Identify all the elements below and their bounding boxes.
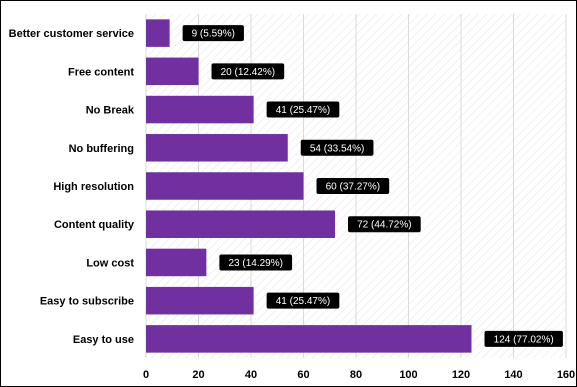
data-label-text: 9 (5.59%) bbox=[192, 29, 235, 40]
data-label: 9 (5.59%) bbox=[182, 25, 244, 42]
x-tick-label: 100 bbox=[399, 369, 417, 381]
data-label-box bbox=[182, 25, 244, 42]
data-label-text: 23 (14.29%) bbox=[228, 258, 282, 269]
bar bbox=[146, 172, 304, 200]
data-label: 23 (14.29%) bbox=[219, 254, 293, 271]
data-label-box bbox=[211, 63, 285, 80]
data-label-text: 41 (25.47%) bbox=[276, 105, 330, 116]
bars bbox=[146, 19, 472, 353]
data-label-text: 41 (25.47%) bbox=[276, 296, 330, 307]
x-tick-label: 0 bbox=[143, 369, 149, 381]
bar bbox=[146, 325, 472, 353]
data-label-text: 72 (44.72%) bbox=[357, 220, 411, 231]
data-label-text: 60 (37.27%) bbox=[326, 182, 380, 193]
category-label: Easy to subscribe bbox=[40, 296, 134, 308]
category-labels: Better customer service Free content No Br… bbox=[9, 28, 135, 346]
x-tick-label: 40 bbox=[245, 369, 257, 381]
data-label: 60 (37.27%) bbox=[316, 178, 390, 194]
category-label: Content quality bbox=[54, 219, 135, 231]
bar bbox=[146, 57, 199, 86]
data-label-text: 124 (77.02%) bbox=[494, 334, 554, 345]
data-label: 54 (33.54%) bbox=[300, 139, 374, 156]
category-label: No buffering bbox=[69, 143, 134, 155]
x-tick-label: 120 bbox=[452, 369, 470, 381]
data-label-box bbox=[484, 330, 563, 347]
x-tick-label: 60 bbox=[297, 369, 309, 381]
category-label: High resolution bbox=[53, 181, 134, 193]
x-tick-label: 140 bbox=[504, 369, 522, 381]
data-label: 20 (12.42%) bbox=[211, 63, 285, 80]
data-label-box bbox=[300, 139, 374, 156]
data-label-text: 20 (12.42%) bbox=[221, 67, 275, 78]
bar bbox=[146, 134, 288, 162]
bar bbox=[146, 19, 170, 47]
category-label: Low cost bbox=[86, 257, 134, 269]
data-label-text: 54 (33.54%) bbox=[310, 143, 364, 154]
bar bbox=[146, 286, 254, 315]
x-tick-label: 20 bbox=[192, 369, 204, 381]
category-label: Easy to use bbox=[73, 334, 134, 346]
bar bbox=[146, 210, 335, 238]
data-label: 124 (77.02%) bbox=[484, 330, 563, 347]
category-label: Better customer service bbox=[9, 28, 134, 40]
category-label: No Break bbox=[86, 105, 135, 117]
data-label-box bbox=[219, 254, 293, 271]
data-label: 41 (25.47%) bbox=[266, 292, 340, 309]
bar bbox=[146, 95, 254, 124]
data-label-box bbox=[348, 216, 421, 233]
data-labels: 9 (5.59%) 20 (12.42%) 41 (25.47%) 54 (33.54… bbox=[182, 25, 563, 347]
x-axis-ticks: 0 20 40 60 80 100 120 140 160 bbox=[143, 369, 575, 381]
data-label-box bbox=[266, 292, 340, 309]
x-tick-label: 80 bbox=[350, 369, 362, 381]
data-label: 41 (25.47%) bbox=[266, 101, 340, 118]
bar bbox=[146, 248, 207, 277]
x-tick-label: 160 bbox=[557, 369, 575, 381]
category-label: Free content bbox=[68, 66, 134, 78]
data-label-box bbox=[316, 178, 390, 194]
data-label: 72 (44.72%) bbox=[348, 216, 421, 233]
data-label-box bbox=[266, 101, 340, 118]
